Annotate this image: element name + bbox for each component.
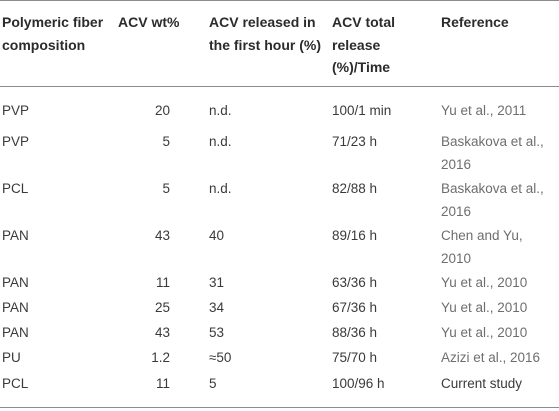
cell-first-hour: n.d. (209, 181, 232, 196)
cell-first-hour: 40 (209, 228, 225, 243)
cell-wt: 20 (154, 103, 170, 118)
table-bottom-rule (0, 407, 559, 408)
cell-reference: Yu et al., 2010 (441, 325, 528, 340)
cell-reference: Yu et al., 2010 (441, 300, 528, 315)
cell-composition: PVP (2, 134, 30, 149)
cell-reference: Yu et al., 2010 (441, 275, 528, 290)
table-header: Polymeric fiber composition ACV wt% ACV … (0, 0, 559, 86)
cell-first-hour: n.d. (209, 103, 232, 118)
cell-reference: Yu et al., 2011 (441, 103, 527, 118)
header-total-release: ACV total release (%)/Time (332, 14, 395, 75)
header-reference: Reference (441, 14, 509, 30)
header-acv-wt: ACV wt% (118, 14, 180, 30)
cell-first-hour: ≈50 (209, 350, 232, 365)
cell-wt: 43 (154, 228, 170, 243)
cell-reference: Baskakova et al., 2016 (441, 181, 544, 219)
cell-composition: PVP (2, 103, 30, 118)
cell-composition: PCL (2, 376, 29, 391)
header-composition: Polymeric fiber composition (2, 14, 104, 53)
cell-wt: 11 (155, 275, 170, 290)
cell-wt: 11 (155, 376, 170, 391)
header-rule (0, 86, 559, 87)
cell-reference: Baskakova et al., 2016 (441, 134, 544, 172)
cell-total: 75/70 h (332, 350, 378, 365)
cell-wt: 5 (162, 181, 170, 196)
cell-wt: 5 (162, 134, 170, 149)
cell-reference: Current study (441, 376, 523, 391)
cell-composition: PAN (2, 325, 29, 340)
cell-wt: 43 (154, 325, 170, 340)
cell-composition: PAN (2, 275, 29, 290)
cell-first-hour: 53 (209, 325, 225, 340)
cell-wt: 1.2 (151, 350, 170, 365)
cell-first-hour: 31 (209, 275, 225, 290)
cell-total: 100/96 h (332, 376, 385, 391)
cell-first-hour: 5 (209, 376, 217, 391)
cell-total: 82/88 h (332, 181, 378, 196)
cell-total: 100/1 min (332, 103, 392, 118)
cell-composition: PAN (2, 300, 29, 315)
header-first-hour: ACV released in the first hour (%) (209, 14, 321, 53)
cell-first-hour: n.d. (209, 134, 232, 149)
cell-total: 67/36 h (332, 300, 378, 315)
cell-first-hour: 34 (209, 300, 225, 315)
cell-wt: 25 (154, 300, 170, 315)
cell-composition: PCL (2, 181, 29, 196)
cell-total: 63/36 h (332, 275, 378, 290)
cell-reference: Chen and Yu, 2010 (441, 228, 523, 266)
cell-total: 89/16 h (332, 228, 378, 243)
cell-composition: PU (2, 350, 21, 365)
cell-total: 88/36 h (332, 325, 378, 340)
table-top-rule (0, 0, 559, 1)
cell-composition: PAN (2, 228, 29, 243)
cell-reference: Azizi et al., 2016 (441, 350, 541, 365)
cell-total: 71/23 h (332, 134, 378, 149)
